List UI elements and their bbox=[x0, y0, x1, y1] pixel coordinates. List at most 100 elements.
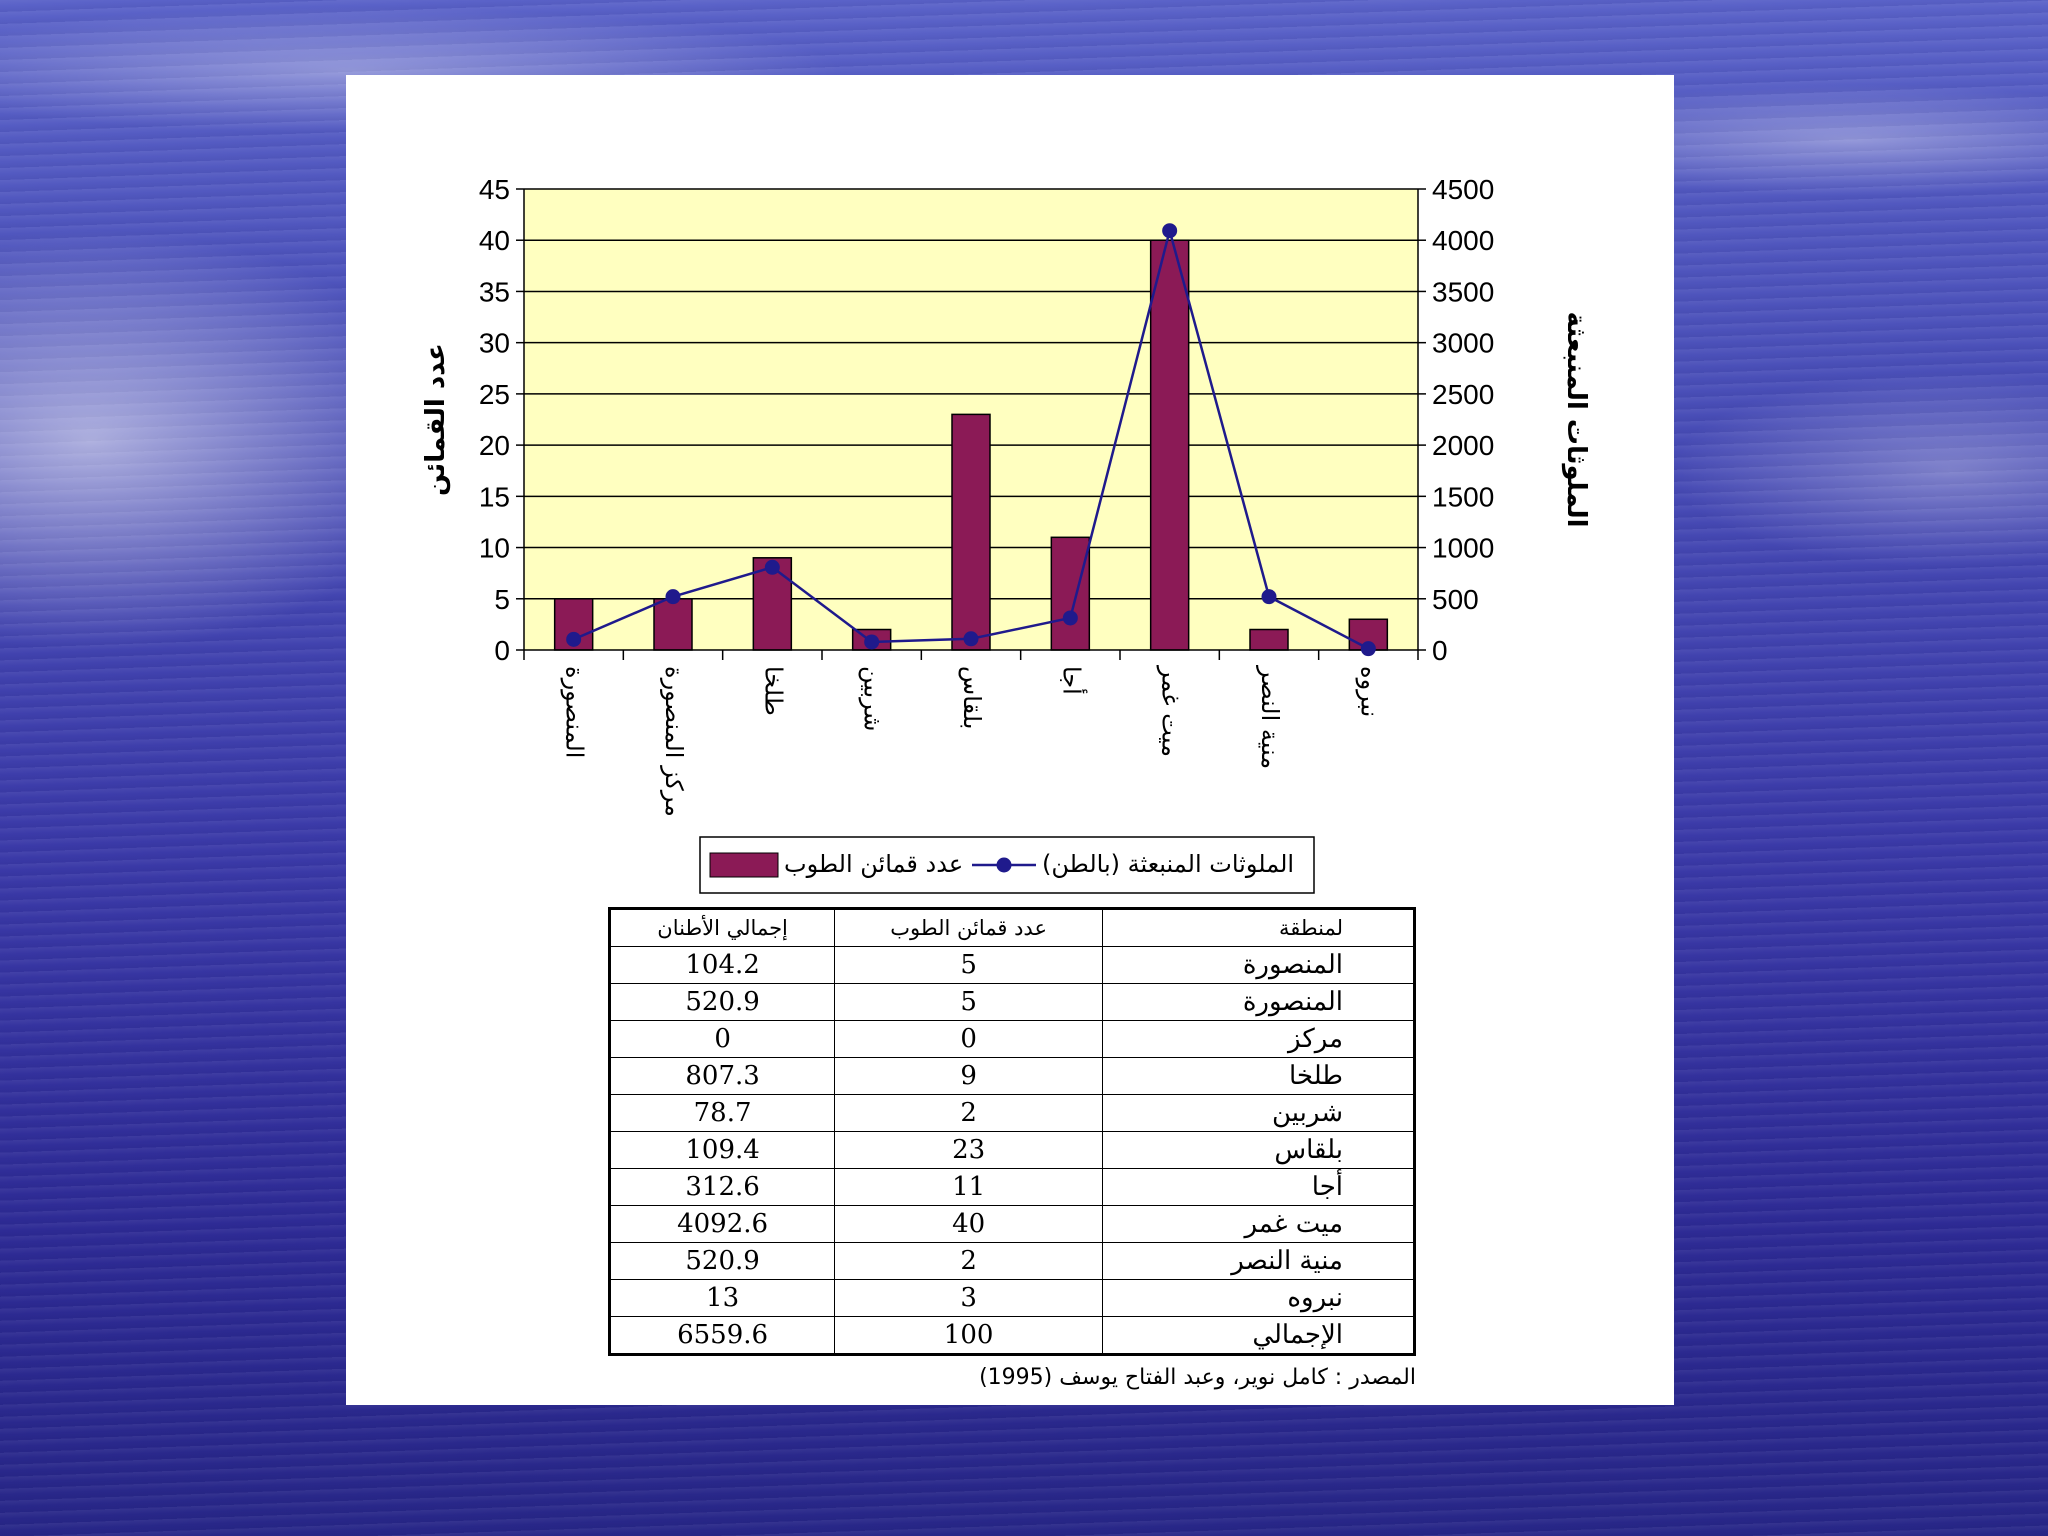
table-row: 104.2 5 المنصورة bbox=[608, 946, 1415, 984]
table-row: 78.7 2 شربين bbox=[608, 1094, 1415, 1132]
line-point bbox=[665, 589, 681, 605]
y-left-axis-title: عدد القمائن bbox=[421, 343, 451, 496]
combo-chart: 0 5 10 15 20 25 30 35 40 45 0 500 1000 1500 2000 2500 30… bbox=[421, 174, 1591, 894]
y-left-tick-label: 0 bbox=[494, 635, 510, 666]
bar bbox=[1149, 239, 1190, 651]
line-point bbox=[1360, 641, 1376, 657]
y-left-tick-label: 20 bbox=[479, 430, 510, 461]
x-tick-label: نبروه bbox=[1355, 666, 1383, 717]
cell-kiln-count: 40 bbox=[834, 1205, 1104, 1243]
x-tick-label: ميت غمر bbox=[1157, 665, 1185, 757]
cell-region: شربين bbox=[1102, 1094, 1415, 1132]
line-point bbox=[963, 631, 979, 647]
y-right-tick-label: 2500 bbox=[1432, 379, 1494, 410]
table-row: 520.9 5 المنصورة bbox=[608, 983, 1415, 1021]
line-point bbox=[1162, 223, 1178, 239]
y-right-tick-label: 0 bbox=[1432, 635, 1448, 666]
y-left-tick-label: 5 bbox=[494, 584, 510, 615]
y-left-tick-label: 35 bbox=[479, 276, 510, 307]
cell-kiln-count: 3 bbox=[834, 1279, 1104, 1317]
x-tick-label: منية النصر bbox=[1256, 665, 1284, 769]
y-right-tick-label: 500 bbox=[1432, 584, 1479, 615]
cell-region: المنصورة bbox=[1102, 946, 1415, 984]
cell-total-tons: 78.7 bbox=[608, 1094, 836, 1132]
header-region: لمنطقة bbox=[1102, 908, 1415, 947]
cell-region: طلخا bbox=[1102, 1057, 1415, 1095]
legend-label-line: الملوثات المنبعثة (بالطن) bbox=[1042, 850, 1294, 878]
bar bbox=[1050, 536, 1091, 651]
table-row: 13 3 نبروه bbox=[608, 1279, 1415, 1317]
y-right-tick-label: 4000 bbox=[1432, 225, 1494, 256]
cell-region: أجا bbox=[1102, 1168, 1415, 1206]
cell-region: المنصورة bbox=[1102, 983, 1415, 1021]
data-table: إجمالي الأطنان عدد قمائن الطوب لمنطقة 10… bbox=[608, 907, 1416, 1356]
x-tick-label: أجا bbox=[1057, 666, 1087, 695]
y-left-tick-label: 25 bbox=[479, 379, 510, 410]
table-row: 109.4 23 بلقاس bbox=[608, 1131, 1415, 1169]
cell-total-tons: 807.3 bbox=[608, 1057, 836, 1095]
cell-total-tons: 13 bbox=[608, 1279, 836, 1317]
cell-total-tons: 6559.6 bbox=[608, 1316, 836, 1355]
bar bbox=[951, 413, 991, 651]
table-row: 0 0 مركز bbox=[608, 1020, 1415, 1058]
cell-kiln-count: 2 bbox=[834, 1094, 1104, 1132]
cell-total-tons: 104.2 bbox=[608, 946, 836, 984]
cell-region: بلقاس bbox=[1102, 1131, 1415, 1169]
cell-kiln-count: 2 bbox=[834, 1242, 1104, 1280]
x-tick-label: بلقاس bbox=[958, 666, 986, 729]
cell-kiln-count: 0 bbox=[834, 1020, 1104, 1058]
table-header-row: إجمالي الأطنان عدد قمائن الطوب لمنطقة bbox=[608, 908, 1415, 947]
y-right-tick-label: 4500 bbox=[1432, 174, 1494, 205]
table-row: 520.9 2 منية النصر bbox=[608, 1242, 1415, 1280]
x-tick-label: طلخا bbox=[759, 666, 787, 716]
header-kiln-count: عدد قمائن الطوب bbox=[834, 908, 1104, 947]
line-point bbox=[566, 631, 582, 647]
cell-kiln-count: 23 bbox=[834, 1131, 1104, 1169]
y-left-tick-label: 45 bbox=[479, 174, 510, 205]
y-left-tick-label: 10 bbox=[479, 533, 510, 564]
cell-total-tons: 109.4 bbox=[608, 1131, 836, 1169]
y-right-tick-label: 2000 bbox=[1432, 430, 1494, 461]
cell-region: منية النصر bbox=[1102, 1242, 1415, 1280]
x-tick-label: شربين bbox=[859, 666, 887, 732]
y-left-tick-label: 30 bbox=[479, 328, 510, 359]
y-right-tick-label: 3000 bbox=[1432, 328, 1494, 359]
source-note: المصدر : كامل نوير، وعبد الفتاح يوسف (19… bbox=[979, 1365, 1416, 1390]
x-tick-label: مركز المنصورة bbox=[660, 666, 688, 817]
cell-region: نبروه bbox=[1102, 1279, 1415, 1317]
y-left-tick-label: 40 bbox=[479, 225, 510, 256]
cell-kiln-count: 5 bbox=[834, 983, 1104, 1021]
y-right-tick-label: 1000 bbox=[1432, 533, 1494, 564]
table-row: 4092.6 40 ميت غمر bbox=[608, 1205, 1415, 1243]
legend-swatch-bars bbox=[709, 852, 779, 878]
legend-label-bars: عدد قمائن الطوب bbox=[784, 850, 963, 878]
line-point bbox=[764, 559, 780, 575]
cell-total-tons: 312.6 bbox=[608, 1168, 836, 1206]
cell-total-tons: 520.9 bbox=[608, 1242, 836, 1280]
cell-region: مركز bbox=[1102, 1020, 1415, 1058]
y-right-tick-label: 1500 bbox=[1432, 481, 1494, 512]
cell-kiln-count: 100 bbox=[834, 1316, 1104, 1355]
line-point bbox=[864, 634, 880, 650]
x-tick-label: المنصورة bbox=[561, 666, 589, 758]
table-row: 6559.6 100 الإجمالي bbox=[608, 1316, 1415, 1355]
line-point bbox=[1062, 610, 1078, 626]
cell-region: ميت غمر bbox=[1102, 1205, 1415, 1243]
cell-kiln-count: 5 bbox=[834, 946, 1104, 984]
cell-kiln-count: 11 bbox=[834, 1168, 1104, 1206]
slide-panel: 0 5 10 15 20 25 30 35 40 45 0 500 1000 1500 2000 2500 30… bbox=[346, 75, 1674, 1405]
cell-total-tons: 4092.6 bbox=[608, 1205, 836, 1243]
bar bbox=[653, 598, 693, 651]
cell-kiln-count: 9 bbox=[834, 1057, 1104, 1095]
table-row: 312.6 11 أجا bbox=[608, 1168, 1415, 1206]
cell-region: الإجمالي bbox=[1102, 1316, 1415, 1355]
bar bbox=[1249, 628, 1289, 651]
table-row: 807.3 9 طلخا bbox=[608, 1057, 1415, 1095]
cell-total-tons: 0 bbox=[608, 1020, 836, 1058]
cell-total-tons: 520.9 bbox=[608, 983, 836, 1021]
line-point bbox=[1261, 589, 1277, 605]
y-left-tick-label: 15 bbox=[479, 481, 510, 512]
header-total-tons: إجمالي الأطنان bbox=[608, 908, 836, 947]
legend-swatch-marker bbox=[996, 857, 1012, 873]
y-right-axis-title: الملوثات المنبعثة bbox=[1561, 311, 1591, 527]
